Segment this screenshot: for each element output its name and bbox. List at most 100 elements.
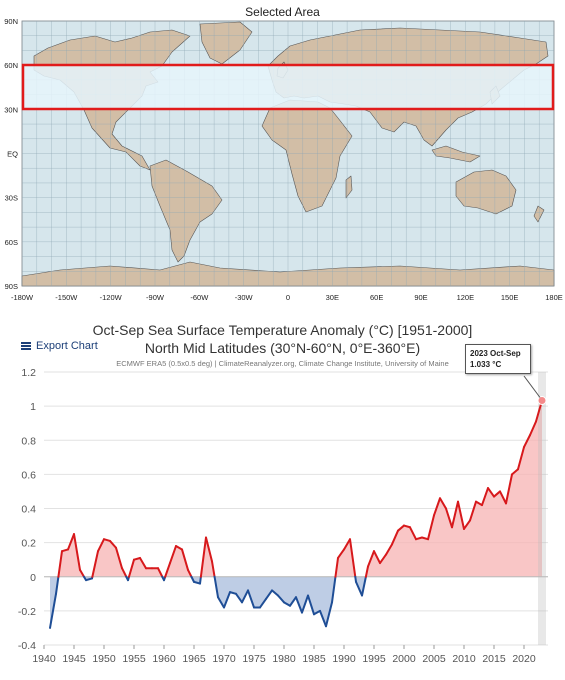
y-tick-label: 0.8 — [21, 435, 36, 447]
series-line-segment — [79, 568, 85, 578]
series-line-segment — [499, 490, 507, 505]
series-line-segment — [334, 556, 339, 578]
series-line-segment — [517, 446, 525, 471]
map-selection-box — [21, 63, 555, 111]
series-line-segment — [511, 468, 519, 476]
x-tick-label: 2015 — [482, 653, 506, 665]
map-lon-label: -150W — [55, 293, 78, 302]
menu-icon — [21, 342, 31, 350]
series-line-segment — [355, 580, 363, 597]
x-tick-label: 1965 — [182, 653, 206, 665]
y-tick-label: 0.6 — [21, 469, 36, 481]
series-line-segment — [199, 575, 202, 585]
series-line-segment — [128, 558, 135, 578]
x-tick-label: 1940 — [32, 653, 56, 665]
series-line-segment — [157, 567, 164, 578]
series-line-segment — [481, 487, 489, 507]
series-line-segment — [415, 536, 423, 541]
selected-area-map: Selected Area — [0, 0, 565, 305]
y-tick-label: 1 — [30, 401, 36, 413]
series-line-segment — [475, 500, 483, 507]
land-madagascar — [345, 175, 353, 199]
series-line-segment — [247, 589, 255, 609]
highlight-point[interactable] — [537, 395, 547, 405]
series-line-segment — [235, 592, 243, 604]
map-lon-labels: -180W -150W -120W -90W -60W -30W 0 30E 60E 90E 120… — [11, 293, 563, 302]
hover-band — [538, 372, 546, 645]
y-tick-label: -0.4 — [18, 640, 36, 652]
x-tick-label: 2010 — [452, 653, 476, 665]
series-line-segment — [385, 543, 393, 556]
map-lat-label: 60S — [5, 238, 18, 247]
series-line-segment — [487, 487, 495, 498]
series-line-segment — [403, 524, 411, 529]
map-lat-label: 90S — [5, 282, 18, 291]
positive-anomaly-area — [50, 400, 542, 577]
land-australia — [455, 169, 517, 215]
x-tick-label: 1950 — [92, 653, 116, 665]
series-line-segment — [211, 560, 216, 578]
series-line-segment — [289, 596, 297, 607]
x-tick-label: 1985 — [302, 653, 326, 665]
map-lon-label: -90W — [146, 293, 165, 302]
series-line-segment — [193, 580, 201, 585]
series-line-segment — [229, 591, 237, 595]
y-tick-label: 1.2 — [21, 367, 36, 379]
series-line-segment — [463, 519, 471, 530]
series-line-segment — [73, 533, 81, 571]
series-line-segment — [217, 596, 225, 609]
series-line-segment — [457, 500, 465, 530]
series-line-segment — [49, 592, 57, 629]
sst-anomaly-chart: Oct-Sep Sea Surface Temperature Anomaly … — [0, 316, 565, 680]
series-line-segment — [85, 577, 93, 582]
tooltip-label: 2023 Oct-Sep — [470, 349, 521, 358]
tooltip-value: 1.033 °C — [470, 360, 502, 369]
map-lon-label: -60W — [190, 293, 209, 302]
map-selection-fill — [22, 65, 554, 109]
series-line-segment — [469, 500, 477, 522]
series-line-segment — [57, 550, 63, 578]
series-line-segment — [349, 538, 357, 578]
map-lon-label: 120E — [457, 293, 475, 302]
map-lon-label: -120W — [100, 293, 123, 302]
series-line-segment — [523, 434, 531, 449]
series-line-segment — [427, 514, 435, 541]
map-lon-label: -180W — [11, 293, 34, 302]
map-lon-label: 150E — [501, 293, 519, 302]
export-chart-button[interactable]: Export Chart — [21, 340, 98, 352]
series-line-segment — [379, 553, 387, 565]
series-line-segment — [313, 609, 321, 616]
series-line-segment — [133, 556, 141, 561]
series-line-segment — [67, 533, 75, 551]
series-line-segment — [529, 420, 537, 437]
x-tick-label: 1955 — [122, 653, 146, 665]
series-line-segment — [205, 536, 213, 563]
series-line-segment — [164, 562, 171, 578]
series-line-segment — [181, 548, 189, 571]
series-line-segment — [115, 546, 123, 570]
series-line-segment — [265, 589, 273, 600]
series-line-segment — [505, 473, 513, 505]
map-lon-label: 60E — [370, 293, 383, 302]
x-tick-label: 2020 — [512, 653, 536, 665]
y-tick-label: 0.2 — [21, 538, 36, 550]
series-line-segment — [397, 524, 405, 532]
negative-anomaly-area — [50, 576, 542, 628]
series-line-segment — [409, 526, 417, 541]
map-lat-label: EQ — [7, 150, 18, 159]
series-line-segment — [331, 575, 337, 604]
chart-tooltip: 2023 Oct-Sep 1.033 °C — [465, 344, 531, 374]
map-lon-label: 0 — [286, 293, 290, 302]
series-line-segment — [55, 575, 60, 595]
series-line-segment — [109, 539, 117, 549]
map-lon-label: 90E — [414, 293, 427, 302]
land-indonesia — [431, 145, 481, 163]
land-new-zealand — [533, 205, 545, 223]
series-line-segment — [325, 601, 333, 628]
x-tick-label: 1970 — [212, 653, 236, 665]
y-tick-label: 0 — [30, 572, 36, 584]
series-line-segment — [451, 500, 459, 529]
map-lat-label: 30N — [4, 105, 18, 114]
map-lat-label: 60N — [4, 61, 18, 70]
series-line-segment — [169, 545, 177, 565]
